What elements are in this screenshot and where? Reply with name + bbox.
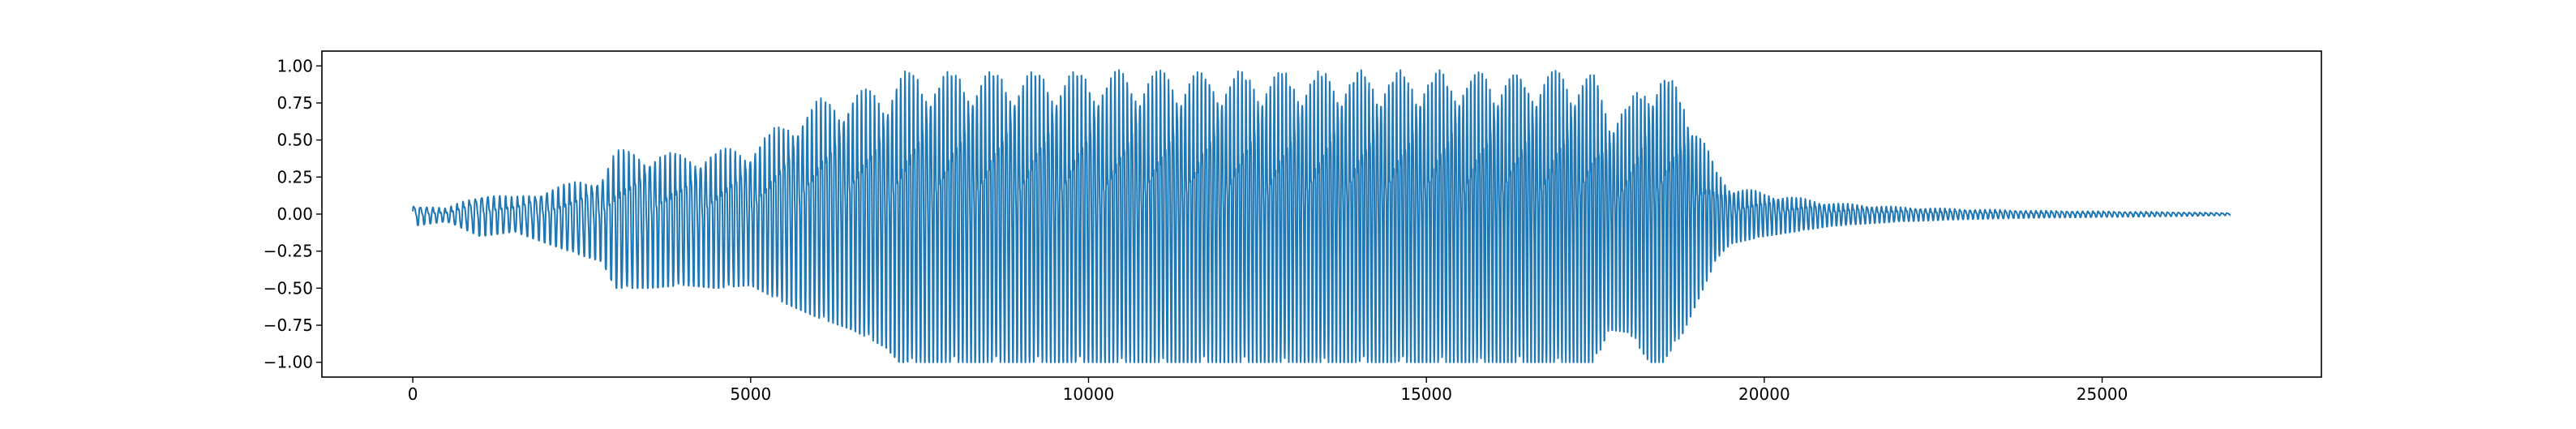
y-tick-label: 0.25 bbox=[276, 167, 313, 187]
x-tick-label: 10000 bbox=[1063, 384, 1115, 404]
waveform-line bbox=[412, 69, 2231, 363]
plot-area bbox=[412, 69, 2231, 363]
x-tick-label: 20000 bbox=[1738, 384, 1790, 404]
x-tick-label: 25000 bbox=[2077, 384, 2128, 404]
x-tick-label: 5000 bbox=[730, 384, 771, 404]
x-axis: 0 5000 10000 15000 20000 25000 bbox=[408, 377, 2128, 404]
x-tick-label: 0 bbox=[408, 384, 418, 404]
y-tick-label: 0.75 bbox=[276, 93, 313, 113]
y-tick-label: −0.75 bbox=[264, 315, 313, 335]
x-tick-label: 15000 bbox=[1400, 384, 1452, 404]
y-tick-label: 0.50 bbox=[276, 131, 313, 150]
y-tick-label: 0.00 bbox=[276, 204, 313, 224]
y-axis: 1.00 0.75 0.50 0.25 0.00 −0.25 −0.50 −0.75 −1.00 bbox=[264, 56, 322, 372]
y-tick-label: −0.50 bbox=[264, 278, 313, 298]
y-tick-label: −0.25 bbox=[264, 242, 313, 261]
y-tick-label: −1.00 bbox=[264, 353, 313, 372]
y-tick-label: 1.00 bbox=[276, 56, 313, 75]
